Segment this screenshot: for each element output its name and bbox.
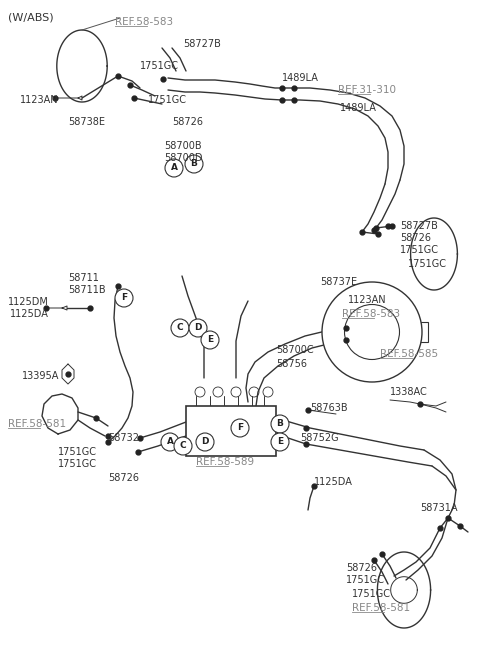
Text: F: F — [237, 424, 243, 432]
Text: 58700D: 58700D — [164, 153, 203, 163]
Text: 1751GC: 1751GC — [58, 447, 97, 457]
Bar — [186, 406, 276, 456]
Circle shape — [345, 304, 399, 359]
Circle shape — [271, 433, 289, 451]
Text: 1125DA: 1125DA — [10, 309, 49, 319]
Text: E: E — [277, 438, 283, 447]
Circle shape — [161, 433, 179, 451]
Text: 1751GC: 1751GC — [58, 459, 97, 469]
Text: B: B — [191, 159, 197, 169]
Text: 1751GC: 1751GC — [408, 259, 447, 269]
Text: 58726: 58726 — [400, 233, 431, 243]
Text: 58752G: 58752G — [300, 433, 338, 443]
Text: 58756: 58756 — [276, 359, 307, 369]
Text: 1123AN: 1123AN — [20, 95, 59, 105]
Text: 58737E: 58737E — [320, 277, 357, 287]
Circle shape — [115, 289, 133, 307]
Text: B: B — [276, 419, 283, 428]
Circle shape — [322, 282, 422, 382]
Text: REF.58-583: REF.58-583 — [115, 17, 173, 27]
Text: 1125DA: 1125DA — [314, 477, 353, 487]
Text: REF.58-585: REF.58-585 — [380, 349, 438, 359]
Text: 58700B: 58700B — [164, 141, 202, 151]
Text: F: F — [121, 293, 127, 302]
Text: E: E — [207, 335, 213, 344]
Text: 1751GC: 1751GC — [140, 61, 179, 71]
Text: D: D — [194, 323, 202, 333]
Circle shape — [201, 331, 219, 349]
Text: REF.58-589: REF.58-589 — [196, 457, 254, 467]
Text: A: A — [170, 163, 178, 173]
Circle shape — [185, 155, 203, 173]
Circle shape — [196, 433, 214, 451]
Text: 1751GC: 1751GC — [400, 245, 439, 255]
Circle shape — [271, 415, 289, 433]
Text: 58732: 58732 — [108, 433, 139, 443]
Text: 13395A: 13395A — [22, 371, 60, 381]
Text: 58727B: 58727B — [400, 221, 438, 231]
Text: REF.58-581: REF.58-581 — [352, 603, 410, 613]
Text: 58763B: 58763B — [310, 403, 348, 413]
Text: C: C — [177, 323, 183, 333]
Circle shape — [189, 319, 207, 337]
Text: REF.31-310: REF.31-310 — [338, 85, 396, 95]
Bar — [390, 322, 428, 342]
Text: 1338AC: 1338AC — [390, 387, 428, 397]
Text: 1751GC: 1751GC — [148, 95, 187, 105]
Text: 58726: 58726 — [108, 473, 139, 483]
Text: (W/ABS): (W/ABS) — [8, 13, 54, 23]
Text: 58711B: 58711B — [68, 285, 106, 295]
Text: 1123AN: 1123AN — [348, 295, 386, 305]
Text: D: D — [201, 438, 209, 447]
Circle shape — [165, 159, 183, 177]
Text: 58726: 58726 — [172, 117, 203, 127]
Text: 1751GC: 1751GC — [346, 575, 385, 585]
Circle shape — [231, 419, 249, 437]
Text: C: C — [180, 441, 186, 451]
Circle shape — [171, 319, 189, 337]
Text: 58711: 58711 — [68, 273, 99, 283]
Text: 1125DM: 1125DM — [8, 297, 49, 307]
Text: 1489LA: 1489LA — [340, 103, 377, 113]
Text: REF.58-581: REF.58-581 — [8, 419, 66, 429]
Text: 58731A: 58731A — [420, 503, 457, 513]
Text: 58726: 58726 — [346, 563, 377, 573]
Text: 58738E: 58738E — [68, 117, 105, 127]
Text: A: A — [167, 438, 173, 447]
Text: 58727B: 58727B — [183, 39, 221, 49]
Circle shape — [174, 437, 192, 455]
Text: 58700C: 58700C — [276, 345, 313, 355]
Text: 1489LA: 1489LA — [282, 73, 319, 83]
Text: 1751GC: 1751GC — [352, 589, 391, 599]
Text: REF.58-583: REF.58-583 — [342, 309, 400, 319]
